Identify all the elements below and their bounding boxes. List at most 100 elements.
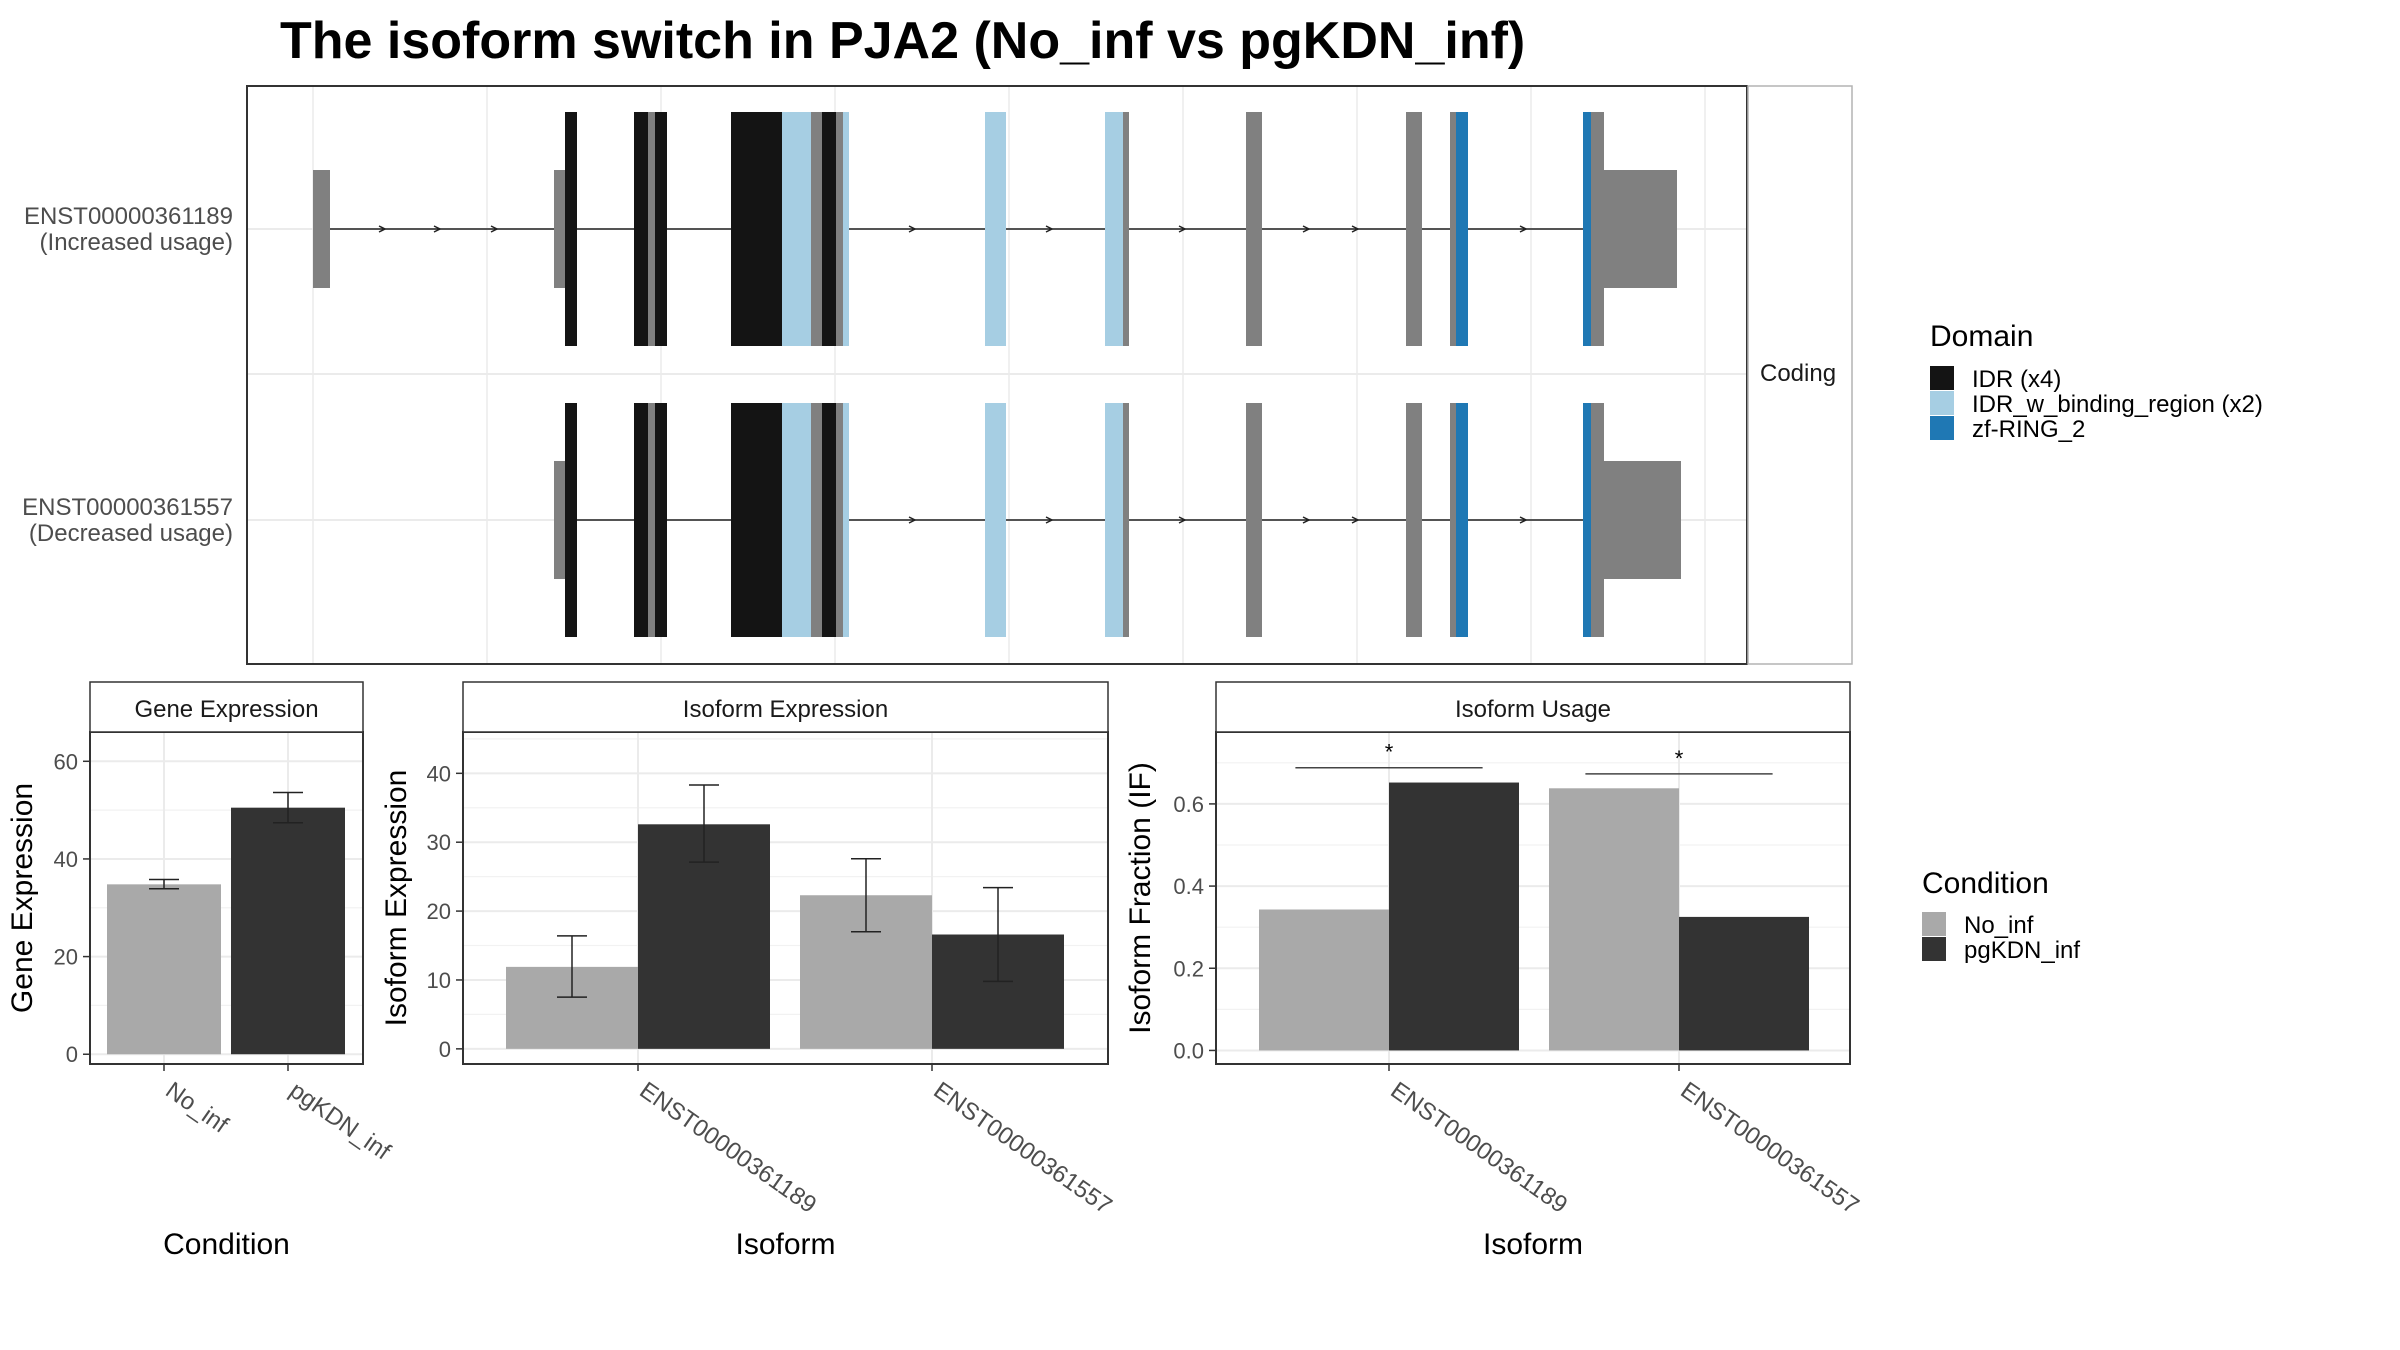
domain-legend-title: Domain xyxy=(1930,320,2033,353)
isoform-usage-xtick-label: ENST00000361189 xyxy=(1386,1077,1573,1219)
transcript-1-exon-17 xyxy=(1450,112,1456,346)
isoform-usage-bar-No_inf-ENST00000361189 xyxy=(1259,909,1389,1051)
transcript-1-direction-arrow-7 xyxy=(1302,225,1311,233)
transcript-1-exon-10 xyxy=(836,112,843,346)
isoform-usage-strip-label: Isoform Usage xyxy=(1455,696,1611,723)
legend-swatch-no-inf xyxy=(1922,912,1946,936)
gene-expression-panel: 0 20 40 60 Gene Expression No_inf pgKDN_inf Con… xyxy=(6,681,396,1261)
transcript-2-note: (Decreased usage) xyxy=(29,520,233,547)
transcript-2-exon-8 xyxy=(811,403,822,637)
gene-expression-ytick-label: 0 xyxy=(66,1042,78,1067)
transcript-2-idr-domain-9 xyxy=(822,403,836,637)
transcript-1-direction-arrow-2 xyxy=(433,225,442,233)
transcript-1-direction-arrow-8 xyxy=(1351,225,1360,233)
isoform-expression-error-bar xyxy=(689,784,719,863)
transcript-2-utr3-exon xyxy=(1600,461,1681,579)
isoform-expression-ytick-label: 40 xyxy=(427,761,451,786)
transcript-2-id: ENST00000361557 xyxy=(22,494,233,521)
legend-label-pgkdn-inf: pgKDN_inf xyxy=(1964,937,2080,964)
transcript-1-zf-ring-domain-19 xyxy=(1583,112,1591,346)
isoform-usage-y-axis-title: Isoform Fraction (IF) xyxy=(1124,762,1157,1034)
isoform-expression-y-axis-title: Isoform Expression xyxy=(380,770,413,1027)
transcript-2-idr-binding-domain-13 xyxy=(1105,403,1123,637)
isoform-usage-ytick-label: 0.4 xyxy=(1173,874,1204,899)
isoform-usage-bar-No_inf-ENST00000361557 xyxy=(1549,788,1679,1051)
coding-strip-label: Coding xyxy=(1760,360,1836,387)
gene-expression-y-axis-title: Gene Expression xyxy=(6,783,39,1013)
transcript-1-direction-arrow-4 xyxy=(908,225,917,233)
legend-swatch-idr xyxy=(1930,366,1954,390)
gene-expression-ytick-label: 40 xyxy=(54,847,78,872)
isoform-usage-ytick-label: 0.0 xyxy=(1173,1038,1204,1063)
gene-expression-xtick-label: No_inf xyxy=(161,1077,234,1139)
gene-expression-strip-label: Gene Expression xyxy=(134,696,318,723)
isoform-usage-x-axis-title: Isoform xyxy=(1483,1228,1583,1261)
transcript-features xyxy=(313,112,1681,637)
gene-expression-x-axis-title: Condition xyxy=(163,1228,290,1261)
transcript-2-idr-binding-domain-11 xyxy=(843,403,849,637)
transcript-2-direction-arrow-2 xyxy=(1045,516,1054,524)
transcript-2-zf-ring-domain-18 xyxy=(1456,403,1468,637)
legend-swatch-idr-binding xyxy=(1930,391,1954,415)
transcript-2-exon-17 xyxy=(1450,403,1456,637)
gene-expression-strip xyxy=(89,681,364,733)
transcript-1-idr-domain-9 xyxy=(822,112,836,346)
transcript-2-direction-arrow-3 xyxy=(1178,516,1187,524)
transcript-1-zf-ring-domain-18 xyxy=(1456,112,1468,346)
transcript-1-direction-arrow-3 xyxy=(490,225,499,233)
transcript-1-id: ENST00000361189 xyxy=(24,203,233,230)
transcript-2-idr-domain-1 xyxy=(565,403,577,637)
transcript-1-idr-binding-domain-12 xyxy=(985,112,1006,346)
transcript-1-idr-domain-6 xyxy=(759,112,782,346)
transcript-2-exon-15 xyxy=(1246,403,1262,637)
isoform-usage-bar-pgKDN_inf-ENST00000361557 xyxy=(1679,916,1809,1051)
transcript-1-utr3-exon xyxy=(1600,170,1677,288)
transcript-2-idr-domain-4 xyxy=(655,403,667,637)
transcript-2-structure xyxy=(554,403,1681,637)
isoform-usage-bar-pgKDN_inf-ENST00000361189 xyxy=(1389,782,1519,1051)
isoform-expression-ytick-label: 10 xyxy=(427,968,451,993)
legend-label-zf-ring: zf-RING_2 xyxy=(1972,416,2085,443)
coding-strip xyxy=(1747,85,1853,665)
isoform-expression-xtick-label: ENST00000361557 xyxy=(929,1077,1117,1220)
gene-expression-bar-No_inf xyxy=(107,884,221,1055)
transcript-2-idr-domain-2 xyxy=(634,403,648,637)
transcript-2-direction-arrow-5 xyxy=(1351,516,1360,524)
isoform-expression-x-axis-title: Isoform xyxy=(735,1228,835,1261)
isoform-usage-significance-label: * xyxy=(1675,746,1684,771)
transcript-1-idr-binding-domain-13 xyxy=(1105,112,1123,346)
isoform-expression-strip xyxy=(462,681,1109,733)
isoform-expression-ytick-label: 0 xyxy=(439,1037,451,1062)
isoform-expression-error-bar xyxy=(983,886,1013,983)
transcript-2-exon-10 xyxy=(836,403,843,637)
transcript-1-idr-domain-1 xyxy=(565,112,577,346)
transcript-2-idr-domain-5 xyxy=(731,403,759,637)
legend-swatch-pgkdn-inf xyxy=(1922,937,1946,961)
transcript-1-structure xyxy=(313,112,1677,346)
gene-expression-xtick-label: pgKDN_inf xyxy=(285,1077,396,1166)
figure-title: The isoform switch in PJA2 (No_inf vs pg… xyxy=(280,12,1525,70)
transcript-1-idr-binding-domain-11 xyxy=(843,112,849,346)
bar-panels: 0 20 40 60 Gene Expression No_inf pgKDN_inf Con… xyxy=(6,681,1864,1261)
gene-expression-ytick-label: 60 xyxy=(54,749,78,774)
transcript-2-direction-arrow-6 xyxy=(1519,516,1528,524)
transcript-2-idr-domain-6 xyxy=(759,403,782,637)
transcript-1-exon-8 xyxy=(811,112,822,346)
isoform-expression-error-bar xyxy=(557,935,587,998)
isoform-usage-ytick-label: 0.2 xyxy=(1173,956,1204,981)
transcript-2-idr-binding-domain-12 xyxy=(985,403,1006,637)
transcript-1-exon-3 xyxy=(648,112,655,346)
transcript-2-exon-16 xyxy=(1406,403,1422,637)
condition-legend: Condition No_inf pgKDN_inf xyxy=(1922,867,2080,964)
transcript-1-idr-domain-5 xyxy=(731,112,759,346)
legend-label-idr-binding: IDR_w_binding_region (x2) xyxy=(1972,391,2263,418)
gene-expression-error-bar xyxy=(273,791,303,824)
gene-expression-bar-pgKDN_inf xyxy=(231,807,345,1055)
isoform-usage-xtick-label: ENST00000361557 xyxy=(1676,1077,1864,1220)
gene-expression-ytick-label: 20 xyxy=(54,945,78,970)
transcript-1-idr-domain-4 xyxy=(655,112,667,346)
isoform-usage-significance-label: * xyxy=(1385,740,1394,765)
isoform-usage-ytick-label: 0.6 xyxy=(1173,792,1204,817)
transcript-1-direction-arrow-9 xyxy=(1519,225,1528,233)
